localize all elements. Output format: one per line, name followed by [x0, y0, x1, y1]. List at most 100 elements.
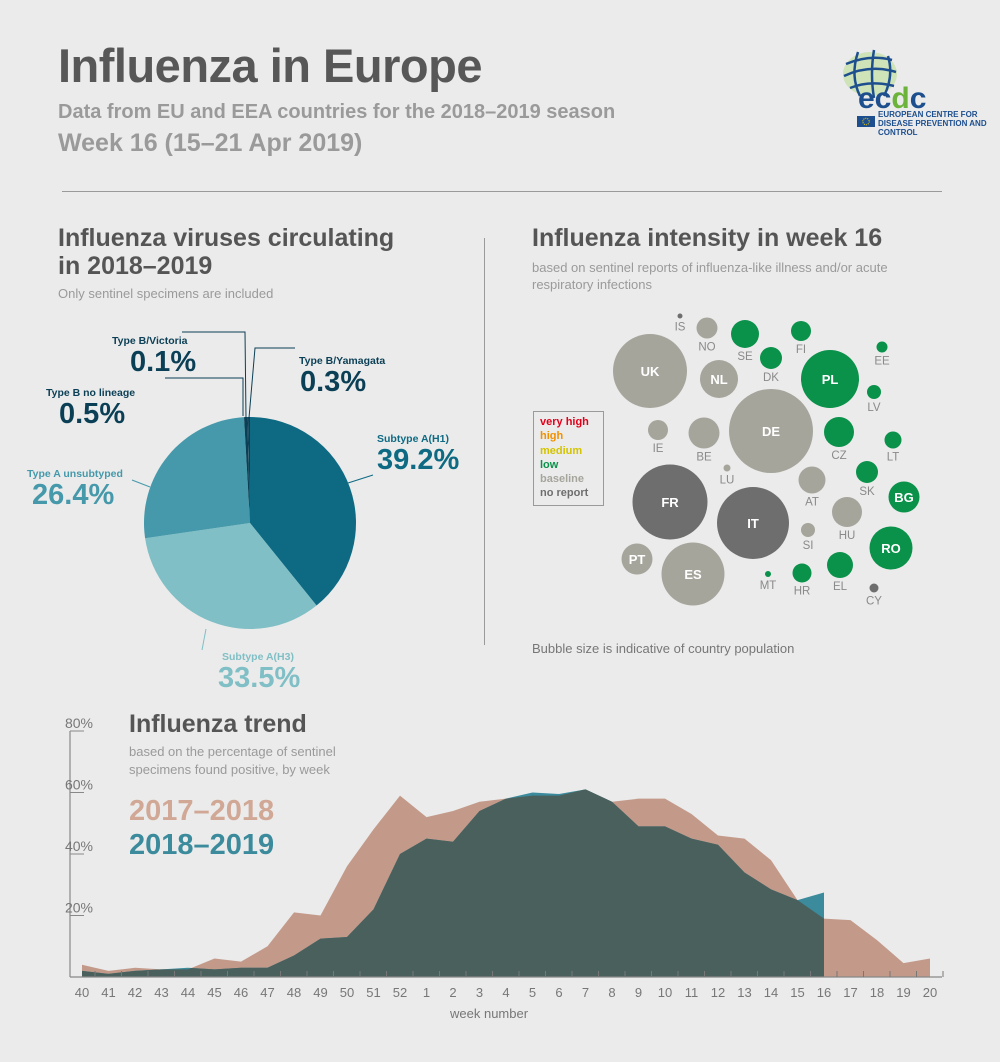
country-label: NO	[698, 342, 715, 354]
bubble-footnote: Bubble size is indicative of country pop…	[532, 641, 795, 656]
x-tick-label: 2	[449, 985, 456, 1000]
label-a-unsub: Type A unsubtyped 26.4%	[27, 468, 123, 510]
bubble-es	[661, 542, 725, 606]
country-label: CY	[866, 596, 882, 608]
bubble-note: based on sentinel reports of influenza-l…	[532, 260, 888, 292]
country-label: IE	[653, 443, 664, 455]
x-tick-label: 50	[340, 985, 354, 1000]
intensity-legend: very high high medium low baseline no re…	[533, 411, 604, 506]
x-tick-label: 40	[75, 985, 89, 1000]
leader-line	[347, 474, 374, 484]
bubble-ie	[648, 420, 668, 440]
pie-title: Influenza viruses circulating in 2018–20…	[58, 224, 394, 280]
country-label: SI	[803, 540, 814, 552]
bubble-nl	[700, 360, 738, 398]
bubble-is	[677, 313, 683, 319]
country-label: SK	[859, 486, 875, 498]
bubble-pl	[801, 350, 859, 408]
bubble-mt	[765, 571, 771, 577]
bubble-uk	[613, 334, 687, 408]
slice-label: Type A unsubtyped	[27, 468, 123, 480]
y-tick-label: 60%	[65, 777, 93, 793]
bubble-fi	[791, 321, 811, 341]
x-tick-label: 9	[635, 985, 642, 1000]
pie-slice-3	[244, 417, 250, 523]
bubble-sk	[856, 461, 878, 483]
label-h3: Subtype A(H3) 33.5%	[218, 651, 300, 693]
country-label: SE	[737, 351, 753, 363]
legend-high: high	[540, 430, 564, 443]
x-tick-label: 14	[764, 985, 778, 1000]
slice-value: 0.1%	[130, 346, 197, 378]
bubble-pt	[621, 543, 653, 575]
slice-value: 0.3%	[300, 366, 367, 398]
x-tick-label: 47	[260, 985, 274, 1000]
pie-title-line1: Influenza viruses circulating	[58, 224, 395, 252]
pie-slice-0	[250, 417, 356, 606]
leader-line	[248, 347, 295, 419]
x-tick-label: 44	[181, 985, 195, 1000]
bubble-at	[798, 466, 826, 494]
country-label: LU	[720, 475, 735, 487]
y-tick-label: 80%	[65, 715, 93, 731]
x-tick-label: 8	[608, 985, 615, 1000]
x-tick-label: 20	[923, 985, 937, 1000]
country-label: IS	[675, 322, 686, 334]
country-label: PL	[822, 372, 839, 387]
slice-label: Type B/Yamagata	[299, 355, 386, 367]
slice-label: Type B/Victoria	[112, 335, 188, 347]
bubble-dk	[760, 347, 782, 369]
y-tick-label: 20%	[65, 900, 93, 916]
x-tick-label: 43	[154, 985, 168, 1000]
bubble-it	[717, 487, 789, 559]
pie-chart	[131, 331, 374, 651]
leader-line	[201, 628, 207, 651]
pie-slice-4	[247, 417, 250, 523]
slice-value: 26.4%	[32, 479, 115, 511]
bubble-ro	[869, 526, 913, 570]
ecdc-logo: ecdc	[840, 46, 940, 130]
legend-low: low	[540, 458, 559, 471]
legend-2017-2018: 2017–2018	[129, 795, 275, 827]
country-label: RO	[881, 541, 901, 556]
x-tick-label: 19	[896, 985, 910, 1000]
bubble-cy	[869, 583, 879, 593]
country-label: ES	[684, 567, 702, 582]
x-tick-label: 4	[502, 985, 509, 1000]
pie-slice-2	[144, 417, 250, 539]
country-label: BG	[894, 490, 914, 505]
trend-note-line2: specimens found positive, by week	[129, 762, 330, 777]
pie-slice-5	[248, 417, 250, 523]
x-axis-label: week number	[450, 1006, 529, 1021]
x-tick-label: 45	[207, 985, 221, 1000]
trend-chart: 20%40%60%80%40 41 42 43 44 45 46 47 48 49 50 51 52 1 2…	[65, 715, 944, 1000]
bubble-no	[696, 317, 718, 339]
x-tick-label: 5	[529, 985, 536, 1000]
country-label: DE	[762, 424, 780, 439]
x-tick-label: 10	[658, 985, 672, 1000]
slice-value: 0.5%	[59, 398, 126, 430]
bubble-be	[688, 417, 720, 449]
slice-value: 33.5%	[218, 662, 301, 694]
section-divider	[484, 238, 485, 645]
x-tick-label: 52	[393, 985, 407, 1000]
pie-title-line2: in 2018–2019	[58, 252, 213, 280]
country-label: BE	[696, 452, 712, 464]
week-label: Week 16 (15–21 Apr 2019)	[58, 129, 363, 157]
x-tick-label: 13	[737, 985, 751, 1000]
bubble-title: Influenza intensity in week 16	[532, 224, 883, 252]
x-tick-label: 11	[685, 985, 699, 1000]
x-tick-label: 1	[423, 985, 430, 1000]
country-label: NL	[710, 372, 727, 387]
page-subtitle: Data from EU and EEA countries for the 2…	[58, 101, 616, 123]
bubble-fr	[632, 464, 708, 540]
country-label: CZ	[831, 450, 846, 462]
legend-very-high: very high	[540, 416, 589, 428]
bubble-cz	[824, 417, 854, 447]
globe-icon: ecdc	[843, 49, 926, 127]
bubble-hr	[792, 563, 812, 583]
label-b-yamagata: Type B/Yamagata 0.3%	[299, 355, 385, 397]
bubble-chart: IS NO SE FI DK EE UK NL PL LV DE IE BE CZ LT LU FR IT AT SK…	[613, 313, 920, 608]
legend-no-report: no report	[540, 487, 589, 500]
country-label: AT	[805, 497, 819, 509]
